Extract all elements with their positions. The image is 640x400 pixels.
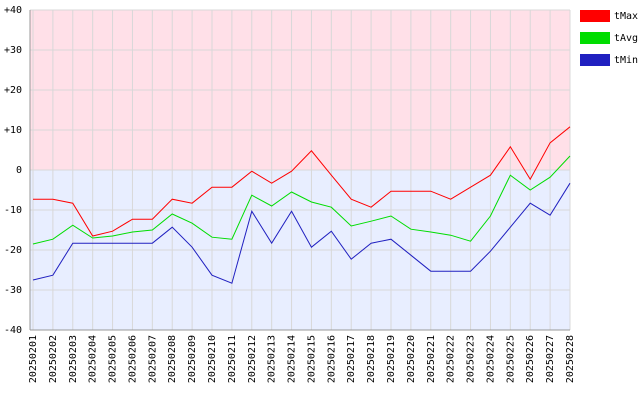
x-tick-label: 20250211 — [227, 335, 238, 383]
y-tick-label: +40 — [4, 5, 22, 16]
x-tick-label: 20250206 — [127, 335, 138, 383]
y-tick-label: +10 — [4, 125, 22, 136]
x-tick-label: 20250214 — [287, 335, 298, 383]
legend-swatch — [580, 10, 610, 22]
x-tick-label: 20250209 — [187, 335, 198, 383]
y-tick-label: +30 — [4, 45, 22, 56]
legend-label: tAvg — [614, 33, 638, 44]
x-tick-label: 20250205 — [108, 335, 119, 383]
series-line — [32, 155, 571, 245]
x-tick-label: 20250213 — [267, 335, 278, 383]
legend-swatch — [580, 54, 610, 66]
y-tick-label: 0 — [16, 165, 22, 176]
x-tick-label: 20250204 — [88, 335, 99, 383]
y-tick-label: -30 — [4, 285, 22, 296]
x-tick-label: 20250210 — [207, 335, 218, 383]
series-line — [33, 126, 571, 237]
x-tick-label: 20250203 — [68, 335, 79, 383]
x-tick-label: 20250222 — [446, 335, 457, 383]
x-tick-label: 20250227 — [545, 335, 556, 383]
x-tick-label: 20250220 — [406, 335, 417, 383]
x-tick-label: 20250219 — [386, 335, 397, 383]
legend-label: tMax — [614, 11, 638, 22]
x-tick-label: 20250201 — [28, 335, 39, 383]
y-tick-label: +20 — [4, 85, 22, 96]
x-tick-label: 20250221 — [426, 335, 437, 383]
x-tick-label: 20250217 — [346, 335, 357, 383]
y-tick-label: -20 — [4, 245, 22, 256]
y-tick-label: -40 — [4, 325, 22, 336]
x-tick-label: 20250223 — [466, 335, 477, 383]
series-line — [32, 182, 571, 284]
x-tick-label: 20250207 — [147, 335, 158, 383]
x-tick-label: 20250208 — [167, 335, 178, 383]
x-tick-label: 20250228 — [565, 335, 576, 383]
x-tick-label: 20250225 — [505, 335, 516, 383]
y-tick-label: -10 — [4, 205, 22, 216]
legend-swatch — [580, 32, 610, 44]
x-tick-label: 20250224 — [485, 335, 496, 383]
x-tick-label: 20250218 — [366, 335, 377, 383]
x-tick-label: 20250212 — [247, 335, 258, 383]
x-tick-label: 20250202 — [48, 335, 59, 383]
x-tick-label: 20250215 — [306, 335, 317, 383]
x-tick-label: 20250216 — [326, 335, 337, 383]
legend-label: tMin — [614, 55, 638, 66]
x-tick-label: 20250226 — [525, 335, 536, 383]
